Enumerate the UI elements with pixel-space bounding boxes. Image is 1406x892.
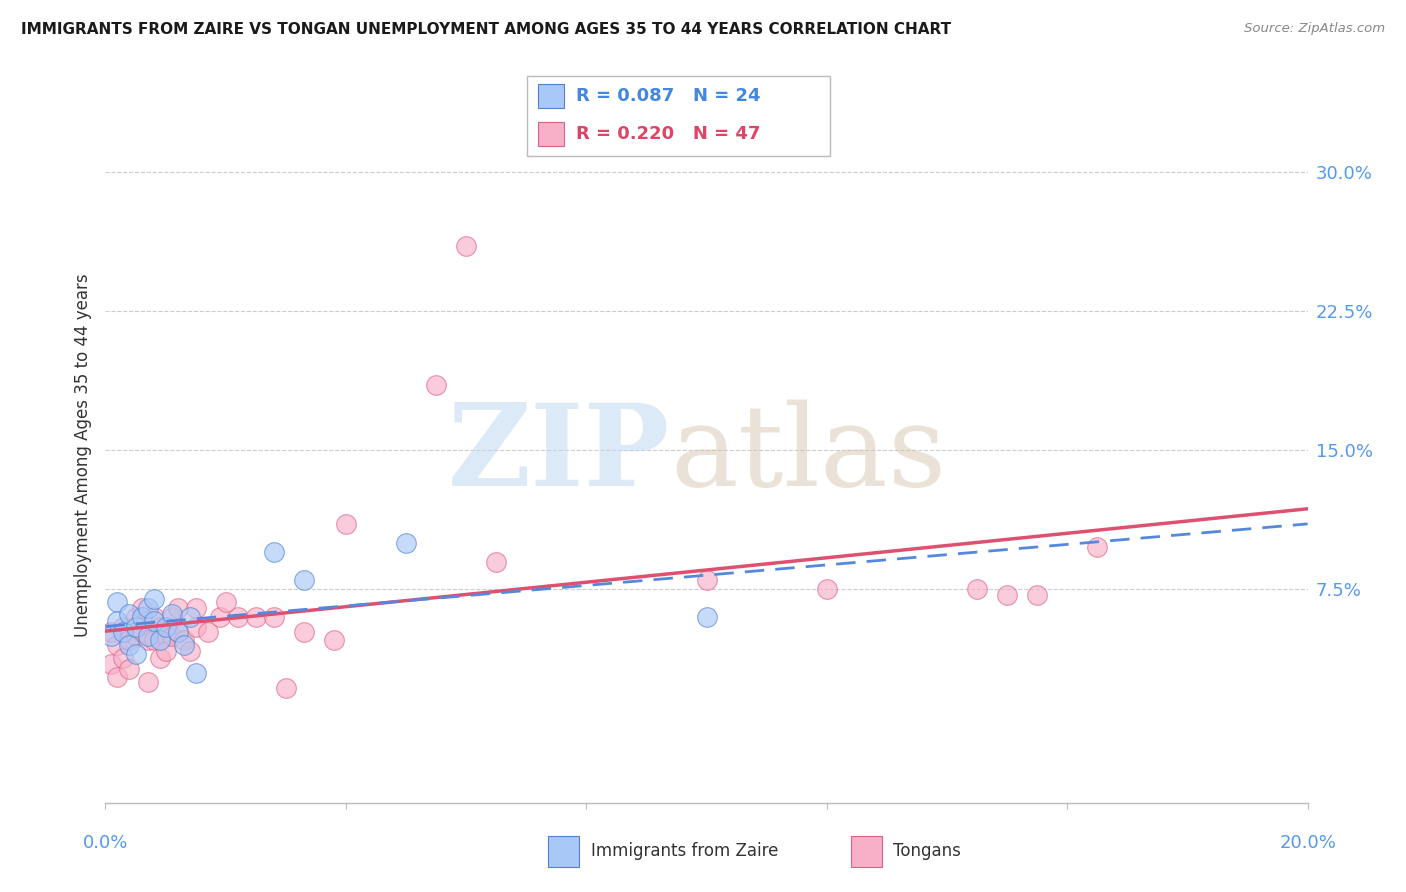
Text: 0.0%: 0.0% xyxy=(83,834,128,852)
Point xyxy=(485,555,508,569)
Point xyxy=(155,619,177,633)
Point xyxy=(166,601,188,615)
Point xyxy=(100,657,122,671)
Text: Tongans: Tongans xyxy=(893,842,960,861)
Point xyxy=(155,643,177,657)
Point xyxy=(454,239,477,253)
Point xyxy=(136,601,159,615)
Point xyxy=(112,619,135,633)
Point xyxy=(166,625,188,640)
Point xyxy=(124,648,146,662)
Text: R = 0.087   N = 24: R = 0.087 N = 24 xyxy=(575,87,761,105)
Point xyxy=(166,625,188,640)
Point xyxy=(335,517,357,532)
Point xyxy=(179,610,201,624)
Text: 20.0%: 20.0% xyxy=(1279,834,1336,852)
Point xyxy=(995,588,1018,602)
Point xyxy=(136,632,159,647)
Point xyxy=(184,665,207,680)
Point xyxy=(136,675,159,690)
Point xyxy=(179,643,201,657)
Point xyxy=(197,625,219,640)
Point xyxy=(131,625,153,640)
Point xyxy=(292,625,315,640)
Point xyxy=(214,595,236,609)
Point xyxy=(173,638,195,652)
Point xyxy=(148,651,170,665)
Text: R = 0.220   N = 47: R = 0.220 N = 47 xyxy=(575,126,761,144)
Point xyxy=(160,610,183,624)
Point xyxy=(142,591,165,606)
Point xyxy=(124,629,146,643)
Point xyxy=(155,629,177,643)
Point xyxy=(1026,588,1049,602)
Point xyxy=(160,607,183,621)
Point xyxy=(173,632,195,647)
Point xyxy=(263,610,285,624)
Point xyxy=(966,582,988,597)
Point xyxy=(124,619,146,633)
Text: IMMIGRANTS FROM ZAIRE VS TONGAN UNEMPLOYMENT AMONG AGES 35 TO 44 YEARS CORRELATI: IMMIGRANTS FROM ZAIRE VS TONGAN UNEMPLOY… xyxy=(21,22,952,37)
Point xyxy=(696,610,718,624)
Point xyxy=(142,610,165,624)
Point xyxy=(142,614,165,628)
Point xyxy=(292,573,315,587)
Point xyxy=(112,625,135,640)
Point xyxy=(142,632,165,647)
Point xyxy=(112,651,135,665)
Point xyxy=(322,632,344,647)
Point xyxy=(184,601,207,615)
Point xyxy=(425,378,447,392)
Point xyxy=(696,573,718,587)
Point xyxy=(118,638,141,652)
Point xyxy=(148,619,170,633)
Point xyxy=(131,601,153,615)
Bar xyxy=(538,122,564,146)
Point xyxy=(118,632,141,647)
Point xyxy=(184,619,207,633)
Point xyxy=(100,629,122,643)
Bar xyxy=(538,84,564,108)
Point xyxy=(208,610,231,624)
Text: ZIP: ZIP xyxy=(449,400,671,510)
Point xyxy=(815,582,838,597)
Point xyxy=(118,607,141,621)
Text: atlas: atlas xyxy=(671,400,946,510)
Point xyxy=(274,681,297,695)
Point xyxy=(107,638,129,652)
Point xyxy=(131,610,153,624)
Y-axis label: Unemployment Among Ages 35 to 44 years: Unemployment Among Ages 35 to 44 years xyxy=(73,273,91,637)
Point xyxy=(118,662,141,676)
Point xyxy=(124,610,146,624)
Point xyxy=(107,595,129,609)
Text: Immigrants from Zaire: Immigrants from Zaire xyxy=(591,842,778,861)
Text: Source: ZipAtlas.com: Source: ZipAtlas.com xyxy=(1244,22,1385,36)
Point xyxy=(1085,540,1108,554)
Point xyxy=(395,536,418,550)
Point xyxy=(226,610,249,624)
Point xyxy=(107,670,129,684)
Point xyxy=(245,610,267,624)
Point xyxy=(107,614,129,628)
Point xyxy=(263,545,285,559)
Point xyxy=(100,625,122,640)
Point xyxy=(136,629,159,643)
Point xyxy=(160,629,183,643)
Point xyxy=(148,632,170,647)
